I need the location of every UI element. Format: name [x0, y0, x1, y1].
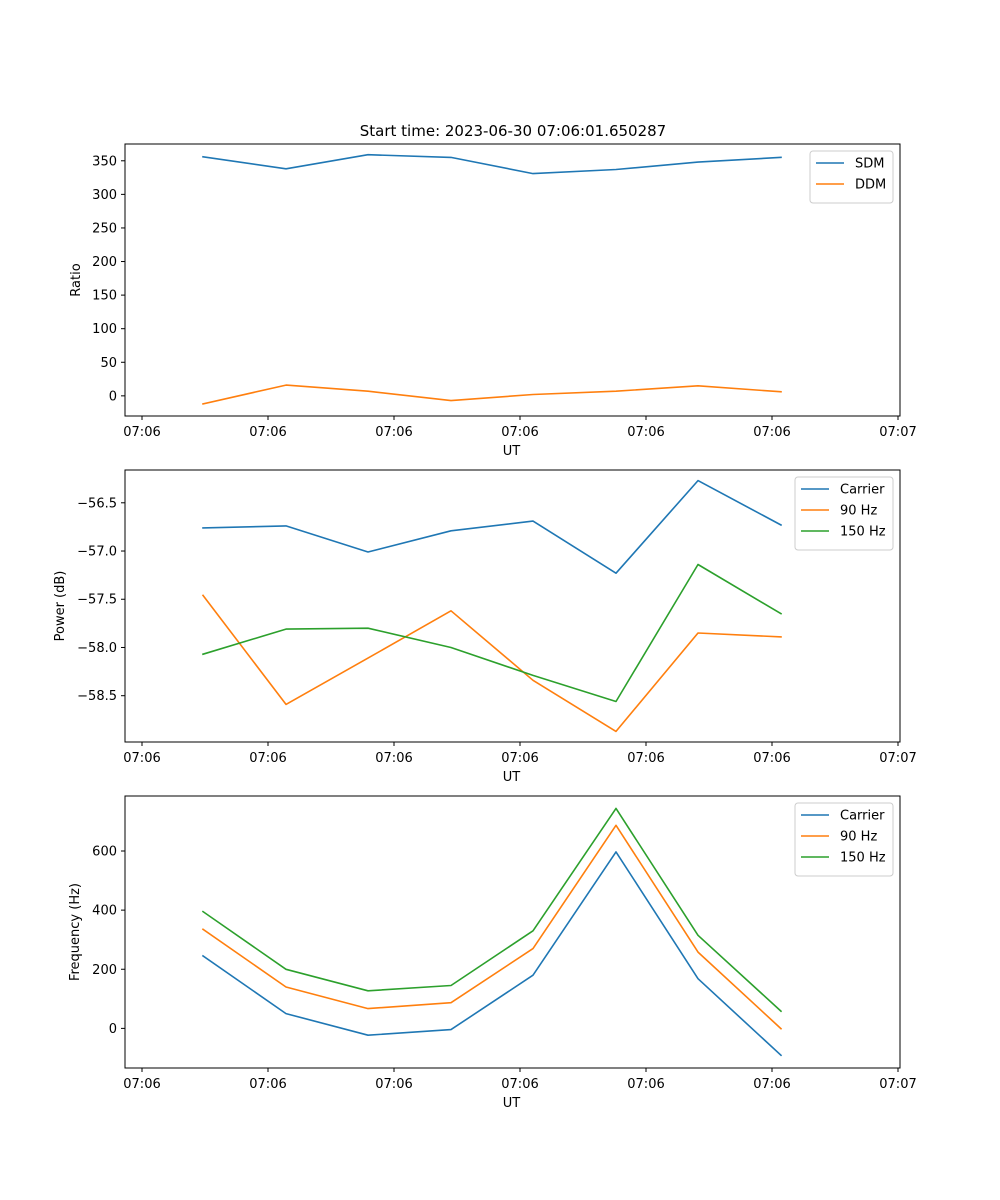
- chart-panel-1: 07:06 07:06 07:06 07:06 07:06 07:06 07:07 0 50 10…: [69, 143, 917, 459]
- x-tick-label: 07:06: [501, 1077, 538, 1092]
- x-tick-label: 07:06: [375, 425, 412, 440]
- y-tick-label: −58.0: [77, 641, 117, 656]
- axes-frame: [124, 795, 901, 1069]
- x-axis-label: UT: [503, 1096, 521, 1111]
- y-tick-label: 200: [92, 963, 117, 978]
- x-tick-label: 07:06: [753, 1077, 790, 1092]
- x-tick-label: 07:06: [249, 751, 286, 766]
- y-tick-label: 200: [92, 255, 117, 270]
- x-tick-label: 07:07: [879, 1077, 916, 1092]
- x-tick-label: 07:06: [501, 425, 538, 440]
- legend-label-150-hz: 150 Hz: [840, 851, 886, 866]
- x-tick-label: 07:06: [249, 1077, 286, 1092]
- legend-label-90-hz: 90 Hz: [840, 504, 877, 519]
- axes-frame: [124, 469, 901, 743]
- y-axis-label: Ratio: [69, 263, 84, 296]
- chart-panel-2: 07:06 07:06 07:06 07:06 07:06 07:06 07:07 −58.5…: [53, 469, 917, 785]
- y-tick-label: −57.0: [77, 545, 117, 560]
- legend-label-carrier: Carrier: [840, 483, 885, 498]
- y-tick-label: 50: [100, 356, 117, 371]
- legend-label-90-hz: 90 Hz: [840, 830, 877, 845]
- series-line-150-hz: [202, 563, 783, 703]
- series-line-sdm: [202, 153, 782, 175]
- x-tick-label: 07:06: [123, 1077, 160, 1092]
- y-tick-label: 300: [92, 188, 117, 203]
- x-axis-label: UT: [503, 444, 521, 459]
- x-tick-label: 07:06: [627, 1077, 664, 1092]
- series-line-90-hz: [201, 824, 783, 1030]
- y-tick-label: 100: [92, 322, 117, 337]
- series-line-carrier: [201, 851, 783, 1057]
- x-tick-label: 07:06: [123, 751, 160, 766]
- y-tick-label: −57.5: [77, 593, 117, 608]
- x-tick-label: 07:06: [375, 1077, 412, 1092]
- y-axis-label: Frequency (Hz): [68, 883, 83, 981]
- chart-panel-3: 07:06 07:06 07:06 07:06 07:06 07:06 07:07 0 200 4…: [68, 795, 917, 1111]
- x-tick-label: 07:07: [879, 425, 916, 440]
- x-tick-label: 07:06: [627, 751, 664, 766]
- x-tick-label: 07:06: [501, 751, 538, 766]
- panels: 07:06 07:06 07:06 07:06 07:06 07:06 07:07 0 50 10…: [53, 143, 917, 1111]
- legend-label-carrier: Carrier: [840, 809, 885, 824]
- series-line-ddm: [202, 384, 782, 405]
- legend-label-ddm: DDM: [855, 178, 886, 193]
- legend-box: [809, 150, 894, 204]
- y-tick-label: 0: [109, 1022, 117, 1037]
- x-axis-label: UT: [503, 770, 521, 785]
- x-tick-label: 07:07: [879, 751, 916, 766]
- y-tick-label: −58.5: [77, 689, 117, 704]
- x-tick-label: 07:06: [249, 425, 286, 440]
- y-tick-label: 350: [92, 154, 117, 169]
- y-tick-label: 150: [92, 289, 117, 304]
- x-tick-label: 07:06: [375, 751, 412, 766]
- y-tick-label: 600: [92, 844, 117, 859]
- y-axis-label: Power (dB): [53, 571, 68, 642]
- x-tick-label: 07:06: [627, 425, 664, 440]
- series-line-carrier: [202, 479, 783, 575]
- y-tick-label: 400: [92, 904, 117, 919]
- series-line-90-hz: [201, 594, 782, 733]
- x-tick-label: 07:06: [753, 425, 790, 440]
- x-tick-label: 07:06: [123, 425, 160, 440]
- axes-frame: [124, 143, 901, 417]
- legend-label-150-hz: 150 Hz: [840, 525, 886, 540]
- x-tick-label: 07:06: [753, 751, 790, 766]
- figure-title: Start time: 2023-06-30 07:06:01.650287: [360, 122, 666, 140]
- y-tick-label: −56.5: [77, 496, 117, 511]
- y-tick-label: 250: [92, 221, 117, 236]
- series-line-150-hz: [201, 807, 783, 1013]
- y-tick-label: 0: [109, 389, 117, 404]
- legend-label-sdm: SDM: [855, 157, 884, 172]
